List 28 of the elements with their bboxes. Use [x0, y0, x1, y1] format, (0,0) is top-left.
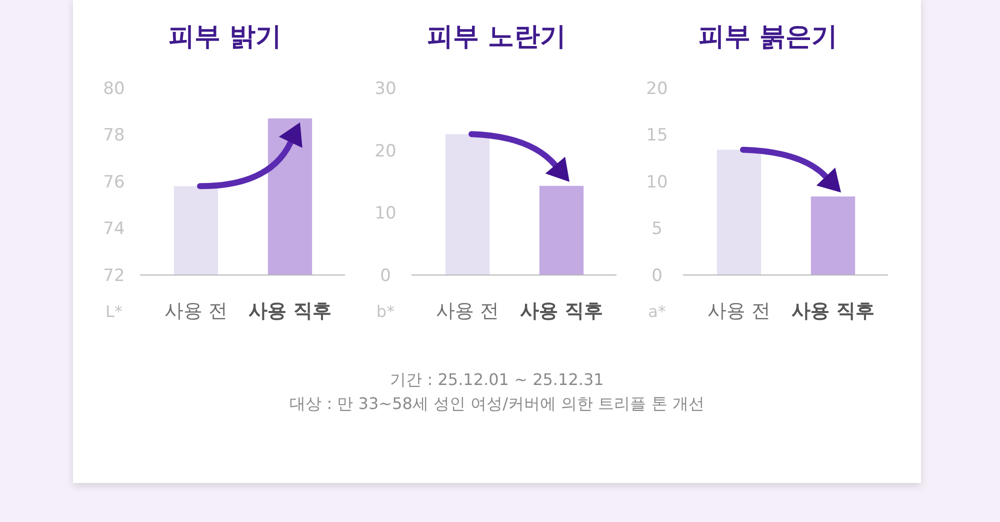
- x-tick-label: 사용 직후: [248, 300, 332, 322]
- y-tick-label: 30: [374, 78, 396, 99]
- chart-title: 피부 노란기: [426, 22, 566, 52]
- y-tick-label: 72: [103, 266, 125, 286]
- y-tick-label: 80: [103, 78, 125, 99]
- x-tick-label: 사용 직후: [520, 300, 603, 322]
- y-tick-label: 76: [103, 172, 125, 192]
- y-tick-label: 10: [646, 172, 668, 192]
- y-tick-label: 74: [103, 219, 125, 240]
- text: 대상 : 만 33~58세 성인 여성/커버에 의한 트리플 톤 개선: [290, 394, 704, 413]
- y-axis-title: a*: [648, 302, 666, 321]
- x-tick-label: 사용 전: [164, 300, 228, 322]
- y-tick-label: 78: [103, 126, 125, 146]
- x-tick-label: 사용 전: [436, 300, 500, 322]
- text: 기간 : 25.12.01 ~ 25.12.31: [390, 370, 604, 389]
- y-tick-label: 0: [380, 266, 391, 286]
- chart-title: 피부 밝기: [168, 22, 282, 52]
- y-tick-label: 10: [374, 204, 396, 224]
- x-tick-label: 사용 전: [707, 300, 771, 322]
- y-tick-label: 5: [652, 219, 662, 240]
- y-tick-label: 15: [646, 126, 668, 146]
- chart-title: 피부 붉은기: [698, 22, 838, 52]
- x-tick-label: 사용 직후: [792, 300, 874, 322]
- y-axis-title: b*: [376, 302, 395, 321]
- y-tick-label: 20: [374, 141, 396, 162]
- y-tick-label: 0: [652, 266, 662, 286]
- y-axis-title: L*: [106, 302, 122, 321]
- y-tick-label: 20: [646, 78, 668, 99]
